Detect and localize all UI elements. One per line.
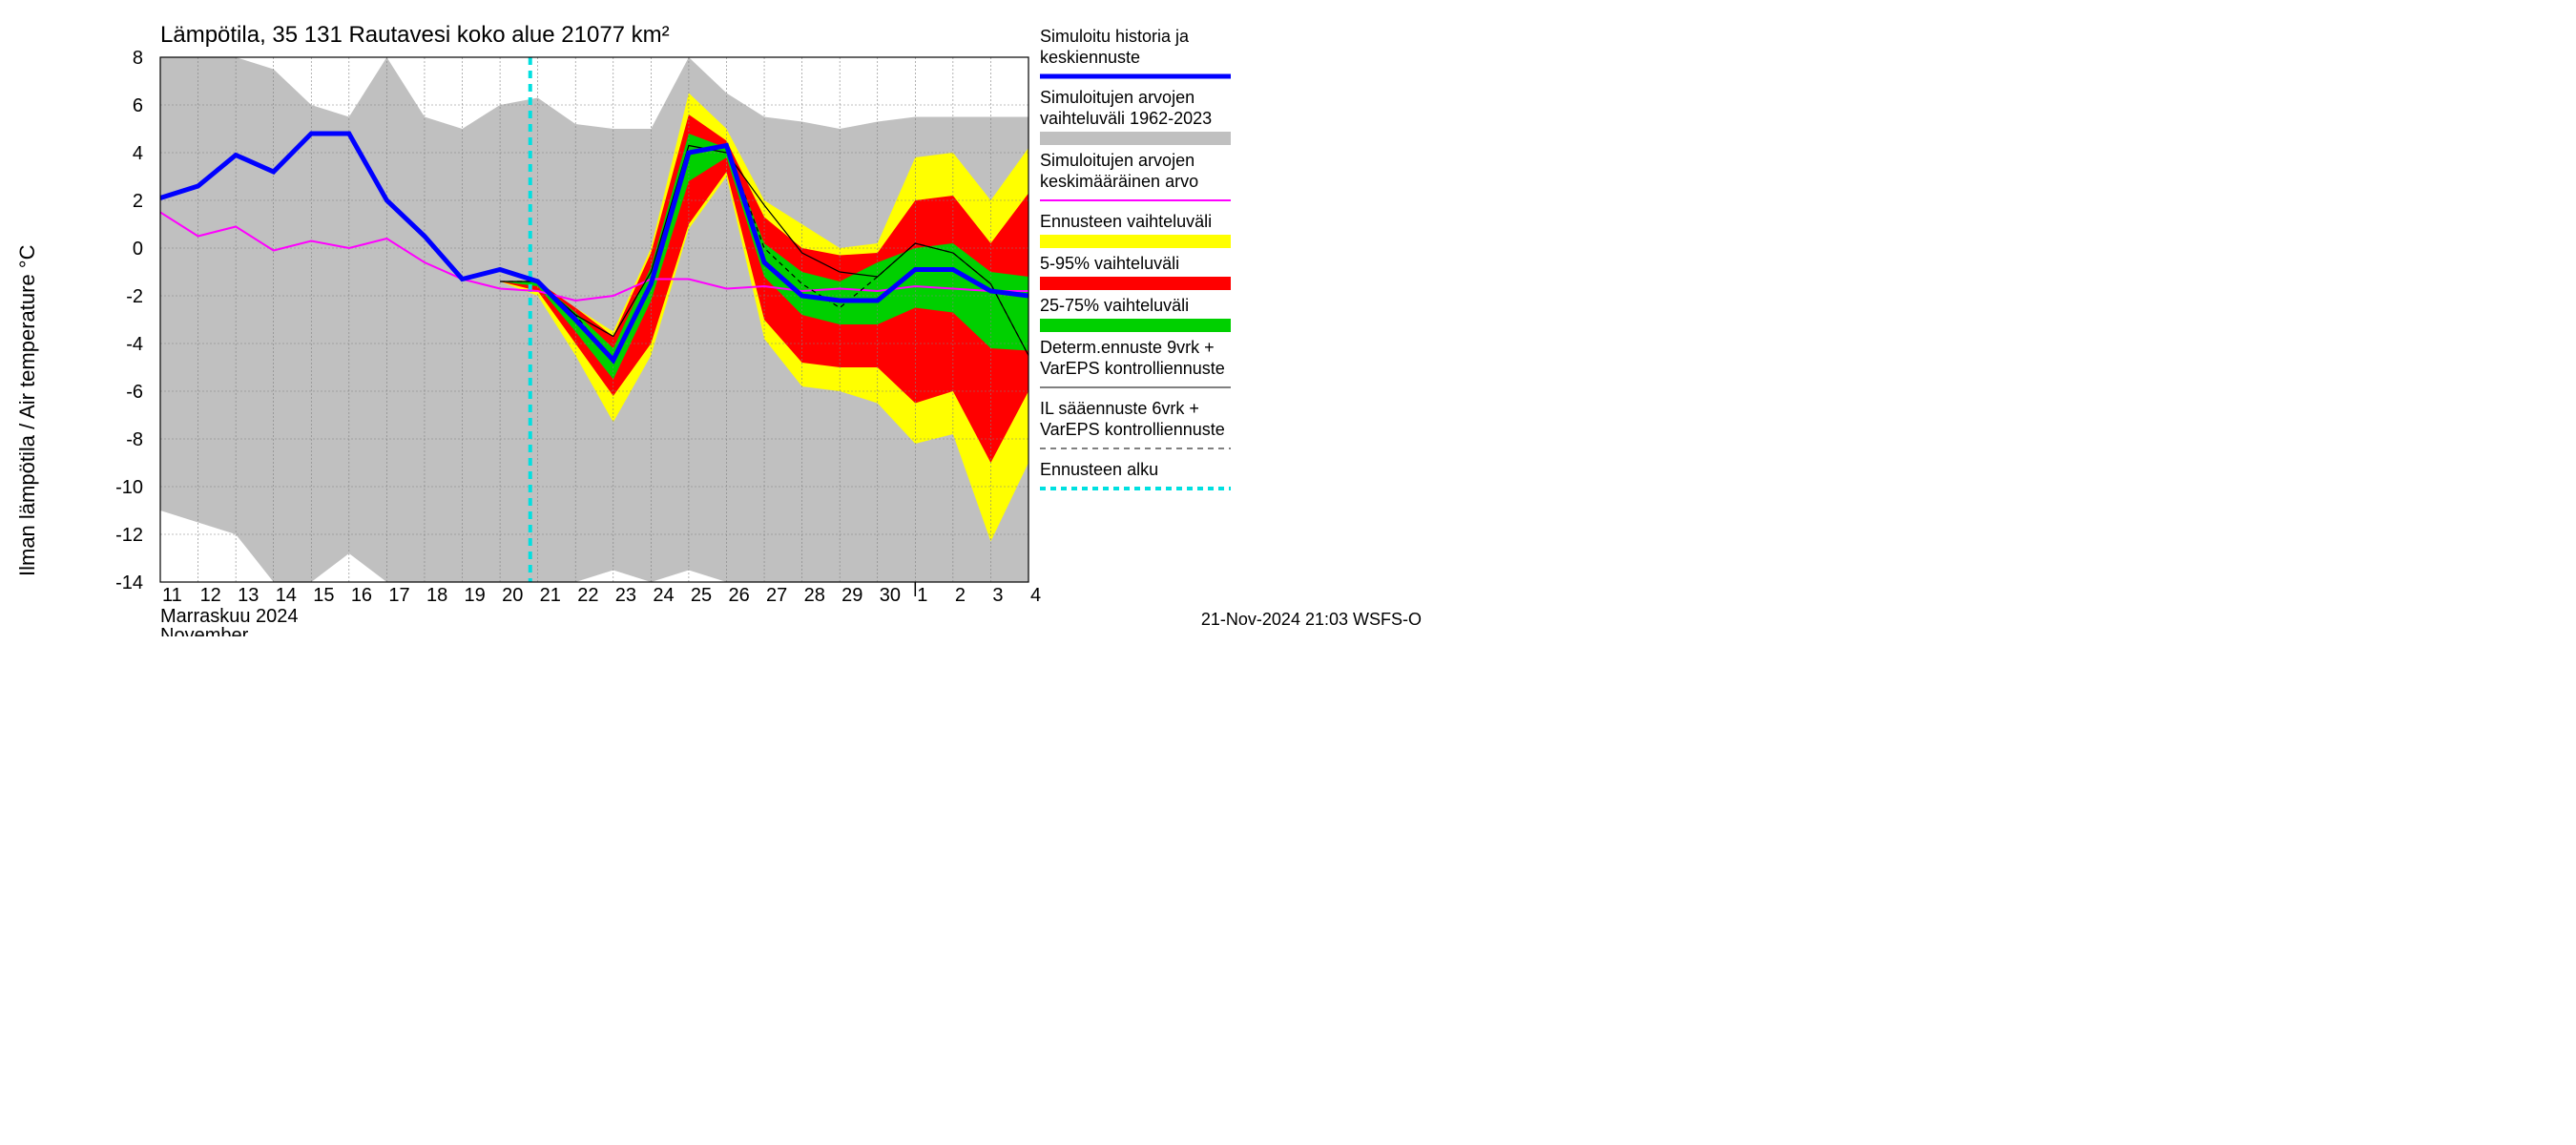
legend-swatch: [1040, 319, 1231, 332]
legend-label: 5-95% vaihteluväli: [1040, 254, 1179, 273]
x-tick-label: 11: [162, 585, 182, 606]
x-tick-label: 28: [804, 585, 825, 606]
legend-label: 25-75% vaihteluväli: [1040, 296, 1189, 315]
x-tick-label: 17: [388, 585, 409, 606]
legend-label: Ennusteen vaihteluväli: [1040, 212, 1212, 231]
y-tick-label: 2: [133, 191, 143, 212]
legend-swatch: [1040, 132, 1231, 145]
y-tick-label: 8: [133, 48, 143, 69]
legend-label: keskiennuste: [1040, 48, 1140, 67]
y-tick-label: -2: [126, 286, 143, 307]
legend-label: Ennusteen alku: [1040, 460, 1158, 479]
legend-label: VarEPS kontrolliennuste: [1040, 359, 1225, 378]
x-tick-label: 22: [577, 585, 598, 606]
x-tick-label: 3: [992, 585, 1003, 606]
legend-label: vaihteluväli 1962-2023: [1040, 109, 1212, 128]
y-tick-label: -10: [115, 477, 143, 498]
legend-label: VarEPS kontrolliennuste: [1040, 420, 1225, 439]
x-tick-label: 18: [426, 585, 447, 606]
chart-svg: -14-12-10-8-6-4-202468111213141516171819…: [0, 0, 1431, 636]
x-tick-label: 27: [766, 585, 787, 606]
x-month-label-en: November: [160, 625, 249, 636]
y-axis-label: Ilman lämpötila / Air temperature °C: [15, 244, 39, 576]
y-tick-label: 0: [133, 239, 143, 260]
x-tick-label: 16: [351, 585, 372, 606]
legend-swatch: [1040, 277, 1231, 290]
y-tick-label: -6: [126, 382, 143, 403]
legend-label: Simuloitu historia ja: [1040, 27, 1190, 46]
x-tick-label: 24: [653, 585, 674, 606]
x-tick-label: 20: [502, 585, 523, 606]
timestamp-footer: 21-Nov-2024 21:03 WSFS-O: [1201, 610, 1422, 629]
legend-label: Simuloitujen arvojen: [1040, 88, 1195, 107]
legend-label: Determ.ennuste 9vrk +: [1040, 338, 1215, 357]
x-tick-label: 26: [728, 585, 749, 606]
y-tick-label: -8: [126, 429, 143, 450]
x-tick-label: 14: [276, 585, 297, 606]
x-month-label-fi: Marraskuu 2024: [160, 606, 299, 627]
x-tick-label: 15: [313, 585, 334, 606]
x-tick-label: 4: [1030, 585, 1041, 606]
x-tick-label: 19: [465, 585, 486, 606]
x-tick-label: 21: [540, 585, 561, 606]
y-tick-label: 4: [133, 143, 143, 164]
x-tick-label: 25: [691, 585, 712, 606]
legend-label: IL sääennuste 6vrk +: [1040, 399, 1199, 418]
x-tick-label: 29: [841, 585, 862, 606]
y-tick-label: 6: [133, 95, 143, 116]
chart-title: Lämpötila, 35 131 Rautavesi koko alue 21…: [160, 22, 670, 48]
legend-label: Simuloitujen arvojen: [1040, 151, 1195, 170]
x-tick-label: 2: [955, 585, 966, 606]
temperature-forecast-chart: -14-12-10-8-6-4-202468111213141516171819…: [0, 0, 1431, 636]
legend-swatch: [1040, 235, 1231, 248]
x-tick-label: 23: [615, 585, 636, 606]
x-tick-label: 30: [880, 585, 901, 606]
x-tick-label: 1: [917, 585, 927, 606]
y-tick-label: -12: [115, 525, 143, 546]
y-tick-label: -4: [126, 334, 143, 355]
y-tick-label: -14: [115, 572, 143, 593]
legend-label: keskimääräinen arvo: [1040, 172, 1198, 191]
x-tick-label: 12: [200, 585, 221, 606]
x-tick-label: 13: [238, 585, 259, 606]
